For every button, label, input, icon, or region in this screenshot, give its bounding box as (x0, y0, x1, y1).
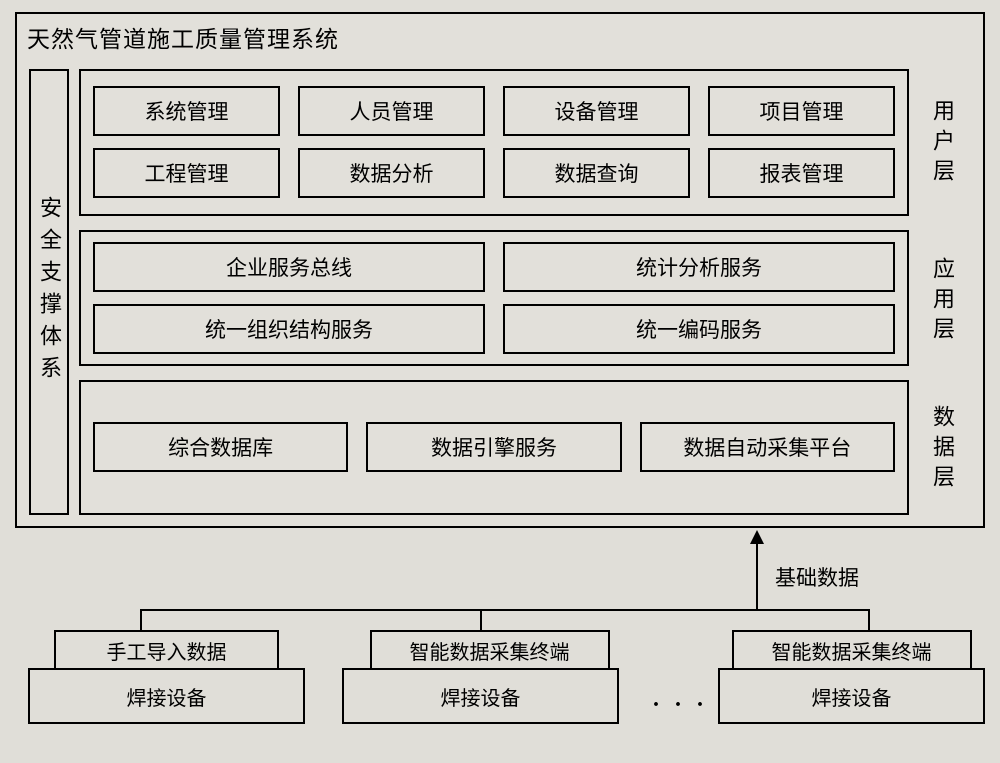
bottom-group-3: 智能数据采集终端 焊接设备 (718, 630, 985, 724)
cell-statistical-analysis-service: 统计分析服务 (503, 242, 895, 292)
cell-engineering-management: 工程管理 (93, 148, 280, 198)
cell-system-management: 系统管理 (93, 86, 280, 136)
bottom-group-2: 智能数据采集终端 焊接设备 (360, 630, 619, 724)
diagram-canvas: 天然气管道施工质量管理系统 安全支撑体系 系统管理 人员管理 设备管理 项目管理… (0, 0, 1000, 763)
bottom-2-top: 智能数据采集终端 (370, 630, 610, 670)
user-layer-label: 用户层 (922, 69, 962, 219)
cell-comprehensive-database: 综合数据库 (93, 422, 348, 472)
data-layer-row-1: 综合数据库 数据引擎服务 数据自动采集平台 (93, 422, 895, 472)
ellipsis-icon: · · · (652, 692, 708, 719)
arrow-vertical (756, 543, 758, 610)
cell-data-analysis: 数据分析 (298, 148, 485, 198)
application-layer: 企业服务总线 统计分析服务 统一组织结构服务 统一编码服务 (79, 230, 909, 366)
cell-project-management: 项目管理 (708, 86, 895, 136)
bottom-2-bottom: 焊接设备 (342, 668, 619, 724)
cell-unified-coding-service: 统一编码服务 (503, 304, 895, 354)
security-pillar: 安全支撑体系 (29, 69, 69, 515)
system-title: 天然气管道施工质量管理系统 (27, 20, 339, 54)
vstub-3 (868, 609, 870, 631)
application-layer-label: 应用层 (922, 232, 962, 372)
security-pillar-label: 安全支撑体系 (33, 196, 65, 388)
bottom-3-bottom: 焊接设备 (718, 668, 985, 724)
cell-personnel-management: 人员管理 (298, 86, 485, 136)
app-layer-row-2: 统一组织结构服务 统一编码服务 (93, 304, 895, 354)
cell-equipment-management: 设备管理 (503, 86, 690, 136)
arrow-head-icon (750, 530, 764, 544)
cell-report-management: 报表管理 (708, 148, 895, 198)
vstub-1 (140, 609, 142, 631)
user-layer: 系统管理 人员管理 设备管理 项目管理 工程管理 数据分析 数据查询 报表管理 (79, 69, 909, 216)
cell-enterprise-service-bus: 企业服务总线 (93, 242, 485, 292)
cell-data-engine-service: 数据引擎服务 (366, 422, 621, 472)
bottom-group-1: 手工导入数据 焊接设备 (28, 630, 305, 724)
bottom-3-top: 智能数据采集终端 (732, 630, 972, 670)
main-system-frame: 天然气管道施工质量管理系统 安全支撑体系 系统管理 人员管理 设备管理 项目管理… (15, 12, 985, 528)
bottom-1-bottom: 焊接设备 (28, 668, 305, 724)
base-data-label: 基础数据 (775, 562, 859, 592)
cell-data-query: 数据查询 (503, 148, 690, 198)
cell-unified-org-structure-service: 统一组织结构服务 (93, 304, 485, 354)
horizontal-bus (140, 609, 870, 611)
bottom-1-top: 手工导入数据 (54, 630, 279, 670)
layers-container: 系统管理 人员管理 设备管理 项目管理 工程管理 数据分析 数据查询 报表管理 … (79, 69, 909, 515)
user-layer-row-1: 系统管理 人员管理 设备管理 项目管理 (93, 86, 895, 136)
vstub-2 (480, 609, 482, 631)
user-layer-row-2: 工程管理 数据分析 数据查询 报表管理 (93, 148, 895, 198)
app-layer-row-1: 企业服务总线 统计分析服务 (93, 242, 895, 292)
cell-auto-data-collection-platform: 数据自动采集平台 (640, 422, 895, 472)
data-layer: 综合数据库 数据引擎服务 数据自动采集平台 (79, 380, 909, 515)
data-layer-label: 数据层 (922, 384, 962, 516)
